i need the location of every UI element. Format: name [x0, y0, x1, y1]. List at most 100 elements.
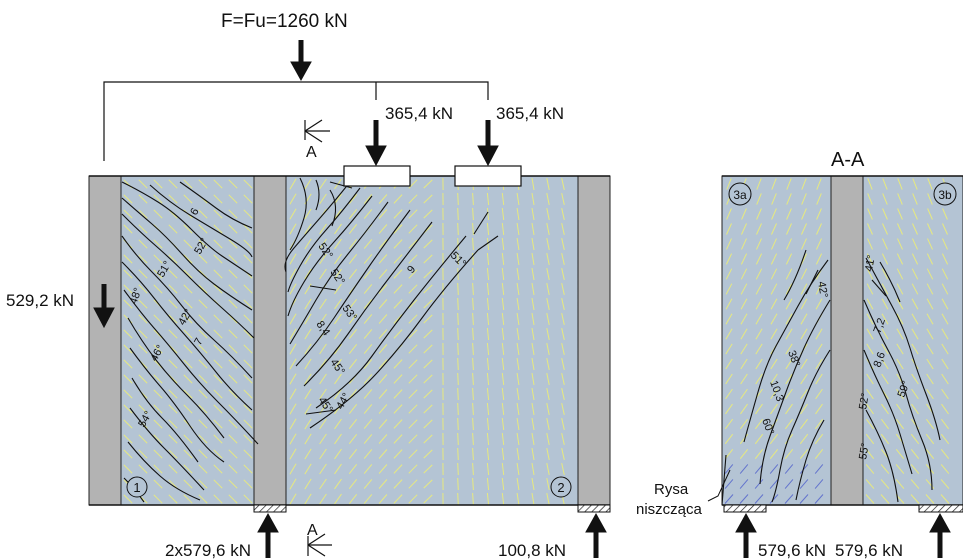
stress-vector	[815, 373, 823, 385]
stress-vector	[755, 253, 763, 265]
stress-vector	[786, 223, 792, 235]
stress-vector	[289, 223, 297, 235]
stress-vector	[198, 389, 208, 399]
stress-vector	[501, 402, 505, 416]
stress-vector	[457, 342, 459, 356]
stress-vector	[531, 478, 535, 490]
stress-vector	[457, 372, 459, 386]
stress-vector	[138, 314, 148, 324]
stress-vector	[814, 479, 824, 489]
stress-vector	[739, 464, 749, 474]
stress-vector	[423, 419, 433, 429]
stress-vector	[865, 433, 875, 445]
stress-vector	[304, 313, 312, 325]
stress-vector	[123, 194, 133, 204]
stress-vector	[726, 238, 732, 250]
stress-vector	[423, 494, 433, 504]
stress-vector	[183, 359, 193, 369]
stress-vector	[138, 374, 148, 384]
stress-vector	[785, 283, 793, 295]
stress-vector	[501, 342, 505, 356]
stress-vector	[457, 267, 459, 281]
stress-vector	[755, 343, 763, 355]
stress-vector	[912, 238, 918, 250]
stress-vector	[168, 404, 178, 414]
stress-vector	[486, 357, 490, 371]
stress-vector	[814, 433, 824, 445]
crack-pattern-panel-1	[121, 181, 259, 503]
stress-vector	[866, 403, 874, 415]
load-arrows	[93, 40, 499, 329]
stress-vector	[882, 208, 888, 220]
stress-vector	[198, 254, 208, 264]
stress-vector	[228, 179, 238, 189]
stress-vector	[228, 404, 238, 414]
stress-vector	[408, 389, 418, 399]
stress-vector	[516, 298, 520, 310]
main-beam	[88, 175, 611, 506]
stress-vector	[561, 372, 565, 386]
stress-vector	[800, 373, 808, 385]
stress-vector	[531, 343, 535, 355]
stress-vector	[896, 418, 904, 430]
stress-vector	[334, 208, 342, 220]
stress-vector	[770, 313, 778, 325]
stress-vector	[334, 343, 342, 355]
annotation-3b-0: 41°	[863, 254, 878, 272]
stress-vector	[866, 298, 874, 310]
stress-vector	[501, 267, 505, 281]
stress-vector	[198, 209, 208, 219]
stress-vector	[785, 388, 793, 400]
stress-vector	[363, 494, 373, 504]
stress-vector	[516, 193, 520, 205]
stress-vector	[769, 494, 779, 504]
stress-vector	[866, 283, 874, 295]
crack-pattern-3b	[863, 257, 941, 503]
stress-vector	[926, 358, 934, 370]
stress-vector	[770, 283, 778, 295]
stress-vector	[755, 268, 763, 280]
stress-vector	[153, 254, 163, 264]
stress-vector	[785, 343, 793, 355]
stress-vector	[561, 447, 565, 461]
stress-vector	[501, 252, 505, 266]
stress-vector	[561, 402, 565, 416]
stress-vector	[138, 449, 148, 459]
stress-vector	[348, 238, 358, 250]
stress-vector	[516, 433, 520, 445]
stress-vector	[213, 449, 223, 459]
stress-vector	[348, 388, 358, 400]
stress-vector	[546, 403, 550, 415]
stress-vector	[138, 179, 148, 189]
stress-vector	[941, 388, 949, 400]
stress-vector	[881, 298, 889, 310]
stress-vector	[882, 178, 888, 190]
stress-vector	[378, 464, 388, 474]
stress-vector	[725, 313, 733, 325]
stress-vector	[198, 449, 208, 459]
stress-vector	[289, 403, 297, 415]
stress-vector	[408, 299, 418, 309]
stress-vector	[198, 494, 208, 504]
stress-vector	[911, 283, 919, 295]
stress-vector	[741, 238, 747, 250]
stress-vector	[138, 239, 148, 249]
stress-vector	[546, 253, 550, 265]
stress-vector	[472, 372, 474, 386]
column-middle	[253, 175, 287, 506]
stress-vector	[334, 418, 342, 430]
stress-vector	[926, 298, 934, 310]
stress-vector	[801, 193, 807, 205]
stress-vector	[531, 358, 535, 370]
stress-vector	[740, 373, 748, 385]
stress-vector	[785, 403, 793, 415]
stress-vector	[363, 314, 373, 324]
stress-vector	[740, 403, 748, 415]
stress-vector	[183, 239, 193, 249]
stress-vector	[423, 284, 433, 294]
stress-vector	[501, 387, 505, 401]
stress-vector	[816, 238, 822, 250]
stress-vector	[393, 434, 403, 444]
stress-vector	[378, 209, 388, 219]
stress-vector	[228, 299, 238, 309]
